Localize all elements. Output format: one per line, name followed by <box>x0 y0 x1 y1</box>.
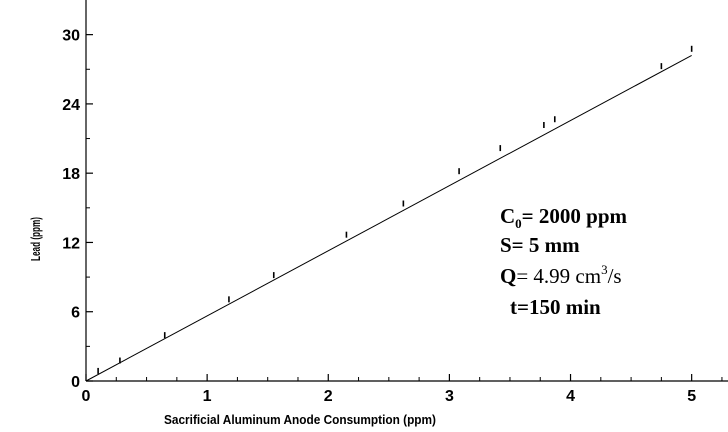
plot-frame <box>85 0 728 382</box>
x-tick-label-5: 5 <box>687 388 696 405</box>
y-tick-label-0: 0 <box>71 374 80 391</box>
annotation-s: S= 5 mm <box>500 233 580 257</box>
y-tick-label-4: 24 <box>62 97 80 114</box>
y-tick-label-1: 6 <box>71 305 80 322</box>
x-tick-label-1: 1 <box>203 388 212 405</box>
annotation-q: Q= 4.99 cm3/s <box>500 262 622 288</box>
x-tick-label-0: 0 <box>82 388 91 405</box>
y-axis-title: Lead (ppm) <box>28 217 43 261</box>
annotation-c0: C0= 2000 ppm <box>500 204 627 231</box>
y-tick-label-5: 30 <box>62 28 80 45</box>
x-tick-label-4: 4 <box>566 388 575 405</box>
fit-line <box>85 54 692 382</box>
axis-ticks <box>85 34 723 382</box>
annotation-box: C0= 2000 ppm S= 5 mm Q= 4.99 cm3/s t=150… <box>500 204 627 319</box>
data-points <box>97 45 693 374</box>
x-axis-title: Sacrificial Aluminum Anode Consumption (… <box>164 412 436 427</box>
x-tick-label-3: 3 <box>445 388 454 405</box>
x-tick-label-2: 2 <box>324 388 333 405</box>
fit-line-layer <box>85 54 692 382</box>
y-tick-label-3: 18 <box>62 166 80 183</box>
annotation-t: t=150 min <box>510 295 601 319</box>
y-tick-label-2: 12 <box>62 235 80 252</box>
